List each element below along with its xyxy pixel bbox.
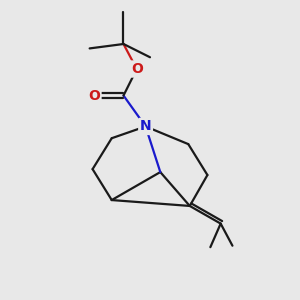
Text: O: O [88, 88, 100, 103]
Text: O: O [131, 62, 143, 76]
Text: N: N [140, 119, 152, 134]
